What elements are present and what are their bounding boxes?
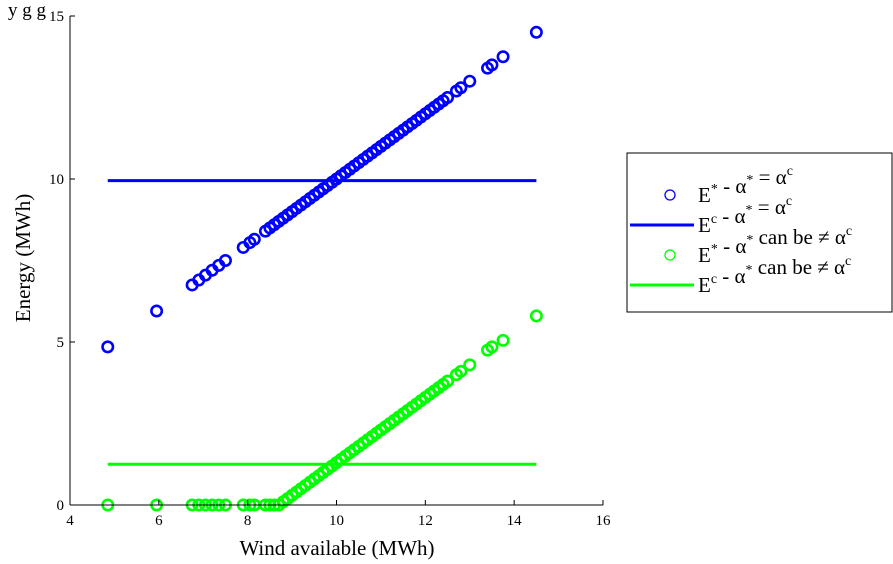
x-tick-label: 12 xyxy=(418,513,433,529)
data-point xyxy=(454,364,468,378)
y-axis-label: Energy (MWh) xyxy=(11,194,35,323)
x-axis: 4 6 8 10 12 14 16 xyxy=(66,500,611,529)
x-tick-label: 10 xyxy=(329,513,344,529)
x-tick-label: 8 xyxy=(244,513,252,529)
data-point xyxy=(529,25,543,39)
legend-label: E* - α* = αc xyxy=(698,164,793,207)
legend-entry: Ec - α* = αc xyxy=(630,194,792,237)
series-0 xyxy=(101,25,543,354)
data-point xyxy=(496,50,510,64)
data-point xyxy=(485,340,499,354)
legend-entry: E* - α* can be ≠ αc xyxy=(664,224,852,267)
x-tick-label: 16 xyxy=(596,513,612,529)
legend-marker xyxy=(664,189,676,201)
legend-entry: E* - α* = αc xyxy=(664,164,793,207)
x-tick-label: 4 xyxy=(66,513,74,529)
header-fragment: y g g xyxy=(8,0,47,21)
data-point xyxy=(463,358,477,372)
data-point xyxy=(247,232,261,246)
data-point xyxy=(101,340,115,354)
legend-label: Ec - α* = αc xyxy=(698,194,792,237)
y-axis: 0 5 10 15 xyxy=(49,9,75,514)
x-tick-label: 6 xyxy=(155,513,163,529)
data-point xyxy=(218,254,232,268)
y-tick-label: 10 xyxy=(49,172,64,188)
data-point xyxy=(454,81,468,95)
y-tick-label: 0 xyxy=(57,498,65,514)
x-tick-label: 14 xyxy=(507,513,523,529)
y-tick-label: 15 xyxy=(49,9,64,25)
data-point xyxy=(485,58,499,72)
data-point xyxy=(529,309,543,323)
data-point xyxy=(150,304,164,318)
legend-marker xyxy=(664,249,676,261)
data-point xyxy=(496,333,510,347)
legend-label: Ec - α* can be ≠ αc xyxy=(698,254,851,297)
legend-entry: Ec - α* can be ≠ αc xyxy=(630,254,851,297)
data-point xyxy=(463,74,477,88)
data-point xyxy=(441,374,455,388)
x-axis-label: Wind available (MWh) xyxy=(239,536,434,560)
legend-label: E* - α* can be ≠ αc xyxy=(698,224,852,267)
data-point xyxy=(441,91,455,105)
series-2 xyxy=(101,309,543,512)
y-tick-label: 5 xyxy=(57,335,65,351)
plot-area xyxy=(101,25,543,512)
